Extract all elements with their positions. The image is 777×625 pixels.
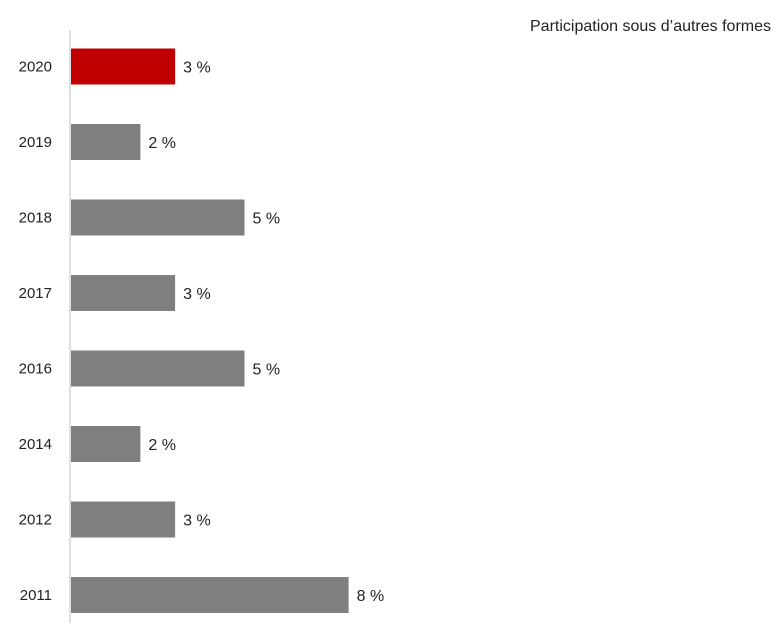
category-label-2018: 2018 (19, 210, 52, 227)
value-label-2019: 2 % (148, 135, 176, 152)
value-label-2014: 2 % (148, 437, 176, 454)
bar-2014 (71, 426, 141, 462)
bars-group (71, 48, 349, 613)
category-label-2020: 2020 (19, 59, 52, 76)
category-label-2012: 2012 (19, 512, 52, 529)
bar-2018 (71, 199, 245, 236)
value-label-2020: 3 % (183, 60, 211, 77)
bar-2012 (71, 501, 176, 538)
bar-2017 (71, 275, 176, 311)
value-label-2011: 8 % (357, 588, 385, 605)
category-label-2014: 2014 (19, 436, 52, 453)
chart-title: Participation sous d’autres formes (530, 18, 771, 35)
value-label-2017: 3 % (183, 286, 211, 303)
bar-2016 (71, 350, 245, 387)
bar-2020 (71, 48, 176, 85)
bar-2019 (71, 124, 141, 160)
value-labels-group: 3 % 2 % 5 % 3 % 5 % 2 % 3 % 8 % (148, 60, 384, 606)
category-labels-group: 2020 2019 2018 2017 2016 2014 2012 2011 (19, 59, 52, 605)
category-label-2016: 2016 (19, 361, 52, 378)
value-label-2016: 5 % (253, 362, 281, 379)
category-label-2011: 2011 (20, 587, 52, 604)
category-label-2019: 2019 (19, 134, 52, 151)
category-label-2017: 2017 (19, 285, 52, 302)
bar-2011 (71, 577, 349, 613)
value-label-2012: 3 % (183, 513, 211, 530)
value-label-2018: 5 % (253, 211, 281, 228)
